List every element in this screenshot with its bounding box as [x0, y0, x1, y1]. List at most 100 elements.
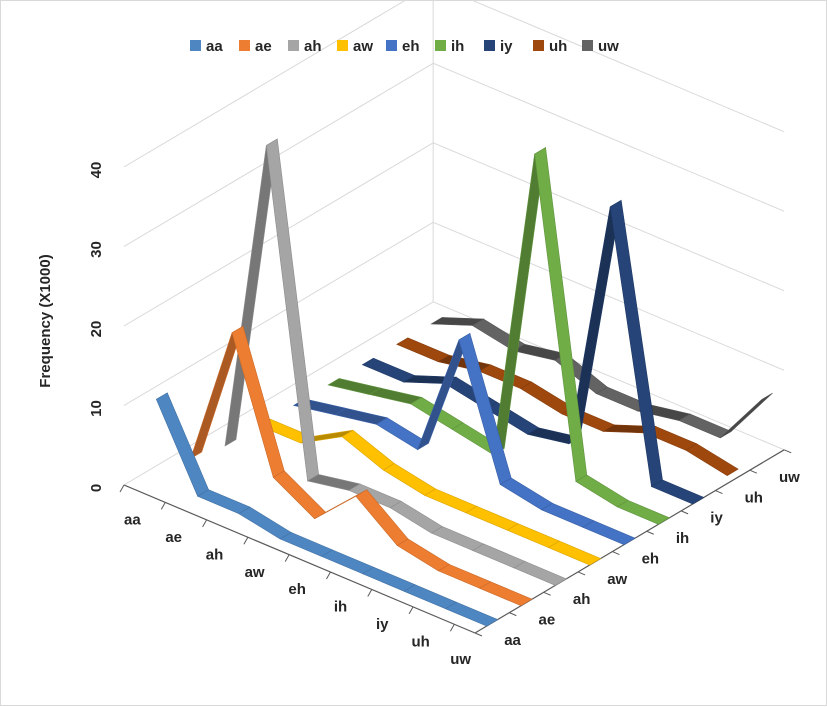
ribbon-segment [540, 502, 595, 528]
ribbon-segment [513, 561, 568, 586]
gridline-0 [123, 301, 785, 486]
ribbon-segment [650, 479, 705, 505]
ribbon-segment [361, 357, 416, 383]
depth-tick [509, 612, 517, 617]
depth-tick [646, 530, 654, 535]
legend-label: aa [206, 38, 223, 55]
legend-swatch [288, 40, 299, 51]
legend-swatch [533, 40, 544, 51]
x-category-label: aa [124, 512, 141, 529]
legend-swatch [582, 40, 593, 51]
ribbon-segment [382, 463, 437, 496]
ribbon-segment [479, 581, 533, 607]
axis-labels: 010203040aaaeahawehihiyuhuwaaaeahawehihi… [88, 162, 800, 668]
depth-tick [612, 551, 620, 556]
series-ih [327, 147, 671, 525]
ribbon-segment [678, 413, 732, 439]
depth-tick [783, 449, 792, 454]
legend-label: ah [304, 38, 322, 55]
legend-item-ah: ah [288, 38, 322, 55]
depth-tick [680, 510, 689, 515]
x-tick [326, 571, 331, 580]
x-category-label: iy [376, 616, 389, 633]
x-tick [367, 589, 373, 597]
gridline-20 [123, 142, 785, 327]
y-tick-label: 40 [88, 162, 105, 179]
depth-category-label: ah [573, 591, 591, 608]
x-tick [243, 536, 249, 545]
ribbon-segment [499, 477, 554, 511]
depth-category-label: uw [779, 469, 800, 486]
depth-tick [577, 571, 586, 576]
x-tick [119, 484, 125, 493]
legend-label: aw [353, 38, 373, 55]
gridline-30 [123, 62, 785, 247]
ribbon-segment [492, 147, 546, 456]
x-category-label: ae [165, 529, 182, 546]
ribbon-segment [368, 387, 423, 405]
depth-category-label: aw [607, 571, 627, 588]
legend-item-aw: aw [337, 38, 373, 55]
legend-label: ih [451, 38, 464, 55]
ribbon-segment [582, 520, 636, 546]
gridlines [123, 1, 785, 486]
legend-label: ae [255, 38, 272, 55]
legend-label: uw [598, 38, 619, 55]
ribbon-segment [403, 584, 458, 610]
series-aw [258, 418, 602, 566]
depth-category-label: eh [642, 550, 660, 567]
legend-item-ih: ih [435, 38, 464, 55]
legend-label: iy [500, 38, 513, 55]
ribbon-segment [616, 500, 671, 525]
x-axis-line [123, 484, 476, 634]
x-category-label: uw [450, 651, 471, 668]
x-category-label: aw [245, 564, 265, 581]
ribbons [155, 138, 773, 627]
x-tick [408, 606, 414, 615]
y-tick-label: 30 [88, 241, 105, 258]
series-aa [155, 392, 499, 627]
legend-swatch [239, 40, 250, 51]
depth-category-label: iy [710, 510, 723, 527]
ribbon-segment [609, 199, 663, 488]
legend-item-uw: uw [582, 38, 619, 55]
legend-label: uh [549, 38, 567, 55]
ribbon-segment [465, 505, 519, 531]
ribbon-segment [396, 337, 450, 363]
legend-item-ae: ae [239, 38, 272, 55]
ribbon-segment [238, 506, 292, 540]
legend-item-eh: eh [386, 38, 420, 55]
gridline-40 [123, 1, 785, 168]
series-eh [292, 332, 636, 546]
x-tick [160, 502, 166, 510]
depth-category-label: uh [745, 489, 763, 506]
x-tick [202, 519, 208, 528]
legend-swatch [337, 40, 348, 51]
ribbon-segment [196, 489, 251, 515]
legend-label: eh [402, 38, 420, 55]
depth-tick [543, 591, 551, 596]
depth-tick [474, 632, 483, 637]
legend-item-uh: uh [533, 38, 567, 55]
ribbon-segment [423, 488, 478, 514]
ribbon-segment [444, 601, 499, 627]
ribbon-segment [506, 523, 561, 548]
legend-swatch [484, 40, 495, 51]
ribbon-segment [362, 566, 416, 592]
ribbon-segment [396, 538, 450, 572]
legend-item-aa: aa [190, 38, 223, 55]
ribbon-segment [334, 407, 389, 425]
depth-tick [715, 490, 723, 494]
series-iy [361, 199, 705, 505]
ribbon-segment [685, 443, 739, 477]
ribbon-segment [341, 429, 395, 471]
ribbon-segment [320, 549, 375, 575]
x-tick [449, 624, 455, 632]
legend: aa ae ah aw eh ih iy uh uw [190, 38, 619, 55]
legend-swatch [435, 40, 446, 51]
x-category-label: ih [334, 599, 347, 616]
ribbon-segment [472, 543, 526, 569]
y-tick-label: 0 [88, 484, 105, 492]
